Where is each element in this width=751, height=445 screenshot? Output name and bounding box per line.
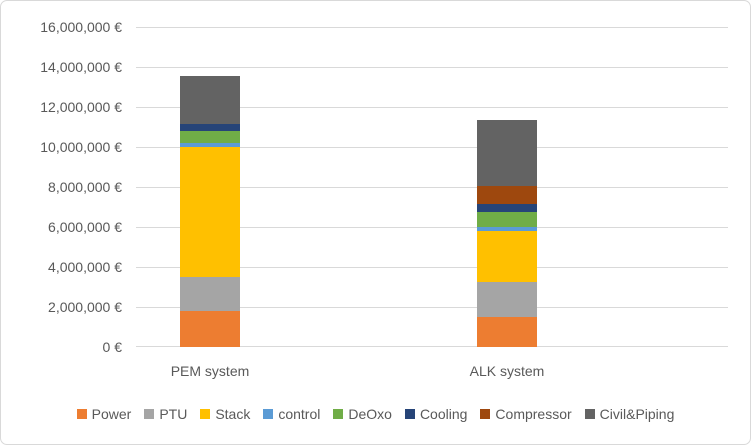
legend-label: Power [91,406,132,422]
y-axis-tick-label: 8,000,000 € [48,179,122,195]
gridline [136,187,728,188]
y-axis-tick-label: 2,000,000 € [48,299,122,315]
legend-label: control [278,406,321,422]
y-axis-tick-label: 16,000,000 € [40,19,122,35]
gridline [136,67,728,68]
y-axis-tick-label: 0 € [102,339,122,355]
gridline [136,107,728,108]
y-axis-tick-label: 4,000,000 € [48,259,122,275]
x-axis-category-label: PEM system [170,363,250,379]
gridline [136,227,728,228]
legend-item-stack[interactable]: Stack [200,406,250,422]
bar-alk-system [477,27,537,347]
legend-swatch-ptu [144,409,155,419]
legend-swatch-civil-piping [584,409,595,419]
segment-deoxo[interactable] [477,212,537,227]
legend-label: Civil&Piping [599,406,675,422]
legend-swatch-compressor [480,409,491,419]
gridline [136,147,728,148]
segment-power[interactable] [180,311,240,347]
legend-label: Compressor [495,406,572,422]
legend-label: Cooling [419,406,468,422]
legend-item-civil-piping[interactable]: Civil&Piping [584,406,675,422]
gridline [136,307,728,308]
segment-ptu[interactable] [477,282,537,317]
segment-power[interactable] [477,317,537,347]
legend-label: PTU [159,406,188,422]
segment-civil-piping[interactable] [477,120,537,186]
segment-ptu[interactable] [180,277,240,311]
y-axis-tick-label: 14,000,000 € [40,59,122,75]
segment-compressor[interactable] [477,186,537,204]
legend-swatch-stack [200,409,211,419]
legend-swatch-control [263,409,274,419]
y-axis-tick-label: 10,000,000 € [40,139,122,155]
segment-civil-piping[interactable] [180,76,240,124]
plot-area [136,27,728,347]
y-axis: 0 € 2,000,000 € 4,000,000 € 6,000,000 € 8,00… [1,19,122,355]
legend-item-deoxo[interactable]: DeOxo [333,406,392,422]
legend-item-ptu[interactable]: PTU [144,406,187,422]
segment-stack[interactable] [477,231,537,282]
legend-item-compressor[interactable]: Compressor [480,406,572,422]
segment-cooling[interactable] [180,124,240,131]
legend-swatch-power [76,409,87,419]
legend-item-cooling[interactable]: Cooling [404,406,468,422]
y-axis-tick-label: 6,000,000 € [48,219,122,235]
legend-label: DeOxo [348,406,392,422]
segment-control[interactable] [180,143,240,147]
x-axis-category-label: ALK system [469,363,545,379]
gridline [136,27,728,28]
y-axis-tick-label: 12,000,000 € [40,99,122,115]
segment-cooling[interactable] [477,204,537,212]
legend: Power PTU Stack control DeOxo Cooling Compress… [1,403,750,425]
legend-item-power[interactable]: Power [76,406,132,422]
gridline [136,267,728,268]
legend-item-control[interactable]: control [263,406,320,422]
bar-pem-system [180,27,240,347]
legend-label: Stack [215,406,251,422]
legend-swatch-cooling [404,409,415,419]
legend-swatch-deoxo [333,409,344,419]
segment-control[interactable] [477,227,537,231]
x-axis-line [136,346,728,347]
segment-deoxo[interactable] [180,131,240,143]
segment-stack[interactable] [180,147,240,277]
